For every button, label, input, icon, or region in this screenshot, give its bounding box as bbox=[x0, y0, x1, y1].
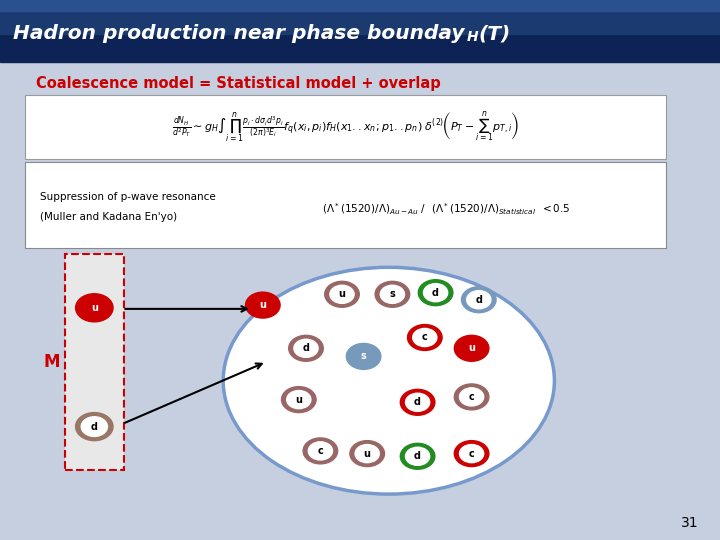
Text: c: c bbox=[318, 446, 323, 456]
Circle shape bbox=[423, 284, 448, 302]
Text: s: s bbox=[361, 352, 366, 361]
Circle shape bbox=[308, 442, 333, 460]
FancyBboxPatch shape bbox=[65, 254, 124, 470]
Circle shape bbox=[462, 287, 496, 313]
Text: H: H bbox=[467, 30, 478, 44]
Text: Hadron production near phase bounday: Hadron production near phase bounday bbox=[13, 24, 464, 43]
Bar bbox=[0, 0, 720, 11]
Text: M: M bbox=[44, 353, 60, 371]
Text: u: u bbox=[259, 300, 266, 310]
Ellipse shape bbox=[223, 267, 554, 494]
Text: d: d bbox=[414, 397, 421, 407]
Text: 31: 31 bbox=[681, 516, 698, 530]
Circle shape bbox=[355, 444, 379, 463]
Circle shape bbox=[375, 281, 410, 307]
Text: c: c bbox=[422, 333, 428, 342]
Text: $\frac{dN_H}{d^2P_T} \sim g_H \int \prod_{i=1}^{n} \frac{p_i \cdot d\sigma_i d^3: $\frac{dN_H}{d^2P_T} \sim g_H \int \prod… bbox=[172, 109, 519, 145]
Circle shape bbox=[325, 281, 359, 307]
Circle shape bbox=[330, 285, 354, 303]
Circle shape bbox=[459, 339, 484, 357]
Circle shape bbox=[405, 447, 430, 465]
Bar bbox=[0, 62, 720, 540]
Circle shape bbox=[459, 444, 484, 463]
Circle shape bbox=[400, 443, 435, 469]
Text: s: s bbox=[390, 289, 395, 299]
Circle shape bbox=[76, 294, 113, 322]
Circle shape bbox=[81, 298, 107, 318]
Bar bbox=[0, 0, 720, 62]
Text: d: d bbox=[414, 451, 421, 461]
Bar bbox=[0, 0, 720, 34]
Text: c: c bbox=[469, 449, 474, 458]
Text: u: u bbox=[295, 395, 302, 404]
FancyBboxPatch shape bbox=[25, 162, 666, 248]
Text: Suppression of p-wave resonance: Suppression of p-wave resonance bbox=[40, 192, 215, 202]
Text: (T): (T) bbox=[478, 24, 510, 43]
Text: u: u bbox=[338, 289, 346, 299]
Circle shape bbox=[246, 292, 280, 318]
Circle shape bbox=[346, 343, 381, 369]
Circle shape bbox=[459, 388, 484, 406]
Text: d: d bbox=[91, 422, 98, 431]
Text: d: d bbox=[432, 288, 439, 298]
Circle shape bbox=[467, 291, 491, 309]
FancyBboxPatch shape bbox=[25, 94, 666, 159]
Circle shape bbox=[418, 280, 453, 306]
Text: Coalescence model = Statistical model + overlap: Coalescence model = Statistical model + … bbox=[36, 76, 441, 91]
Circle shape bbox=[405, 393, 430, 411]
Text: (Muller and Kadana En'yo): (Muller and Kadana En'yo) bbox=[40, 212, 176, 222]
Circle shape bbox=[303, 438, 338, 464]
Text: $(\Lambda^*(1520)/\Lambda)_{Au-Au}$ $/$  $(\Lambda^*(1520)/\Lambda)_{Statistical: $(\Lambda^*(1520)/\Lambda)_{Au-Au}$ $/$ … bbox=[322, 201, 571, 217]
Circle shape bbox=[351, 347, 376, 366]
Text: c: c bbox=[469, 392, 474, 402]
Text: u: u bbox=[364, 449, 371, 458]
Circle shape bbox=[380, 285, 405, 303]
Circle shape bbox=[454, 441, 489, 467]
Circle shape bbox=[454, 384, 489, 410]
Text: d: d bbox=[302, 343, 310, 353]
Circle shape bbox=[282, 387, 316, 413]
Circle shape bbox=[408, 325, 442, 350]
Circle shape bbox=[251, 296, 275, 314]
Circle shape bbox=[413, 328, 437, 347]
Circle shape bbox=[294, 339, 318, 357]
Circle shape bbox=[81, 417, 107, 436]
Text: u: u bbox=[468, 343, 475, 353]
Text: d: d bbox=[475, 295, 482, 305]
Circle shape bbox=[289, 335, 323, 361]
Text: u: u bbox=[91, 303, 98, 313]
Circle shape bbox=[287, 390, 311, 409]
Circle shape bbox=[350, 441, 384, 467]
Circle shape bbox=[454, 335, 489, 361]
Circle shape bbox=[400, 389, 435, 415]
Circle shape bbox=[76, 413, 113, 441]
